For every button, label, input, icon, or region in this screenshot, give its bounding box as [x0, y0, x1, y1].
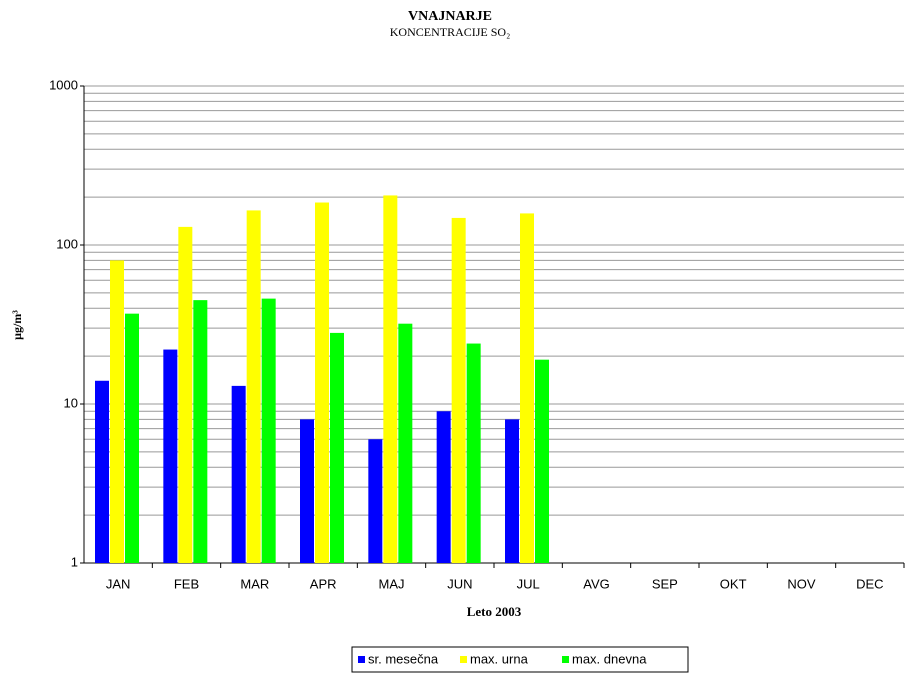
bar [246, 210, 261, 564]
x-tick-label: SEP [652, 576, 678, 591]
bar [520, 213, 534, 564]
chart-subtitle: KONCENTRACIJE SO₂ [390, 25, 511, 39]
chart-title: VNAJNARJE [408, 9, 492, 24]
bar [368, 439, 383, 563]
x-tick-label: NOV [787, 576, 816, 591]
x-tick-label: FEB [174, 576, 199, 591]
bar [193, 300, 208, 563]
y-tick-label: 1 [71, 554, 78, 569]
x-tick-label: DEC [856, 576, 883, 591]
bar [383, 195, 398, 563]
x-tick-label: JUL [517, 576, 540, 591]
x-tick-label: MAR [240, 576, 269, 591]
bar [451, 217, 466, 563]
bar [535, 359, 549, 563]
y-tick-label: 10 [64, 395, 78, 410]
x-tick-label: MAJ [379, 576, 405, 591]
bar [178, 226, 193, 564]
bar [436, 411, 451, 563]
x-tick-label: APR [310, 576, 337, 591]
legend-box [351, 646, 689, 673]
bar [315, 202, 329, 563]
x-tick-label: JUN [447, 576, 472, 591]
bar [110, 260, 124, 563]
x-tick-label: JAN [106, 576, 131, 591]
legend-swatch [460, 656, 467, 663]
x-axis-label: Leto 2003 [467, 604, 522, 619]
bar [261, 298, 276, 563]
y-tick-label: 100 [56, 236, 78, 251]
bar [95, 380, 109, 563]
y-axis-label: μg/m³ [10, 310, 24, 340]
legend-swatch [562, 656, 569, 663]
legend-label: sr. mesečna [368, 651, 439, 666]
bar [505, 419, 519, 563]
x-tick-label: OKT [720, 576, 747, 591]
legend-swatch [358, 656, 365, 663]
bar [231, 385, 246, 563]
bar [125, 313, 139, 563]
legend-label: max. urna [470, 651, 529, 666]
y-tick-label: 1000 [49, 77, 78, 92]
bar [300, 419, 314, 563]
bar [466, 343, 481, 563]
bar [330, 332, 344, 563]
bar [398, 323, 413, 563]
x-tick-label: AVG [583, 576, 610, 591]
legend-label: max. dnevna [572, 651, 647, 666]
bar [163, 349, 178, 563]
